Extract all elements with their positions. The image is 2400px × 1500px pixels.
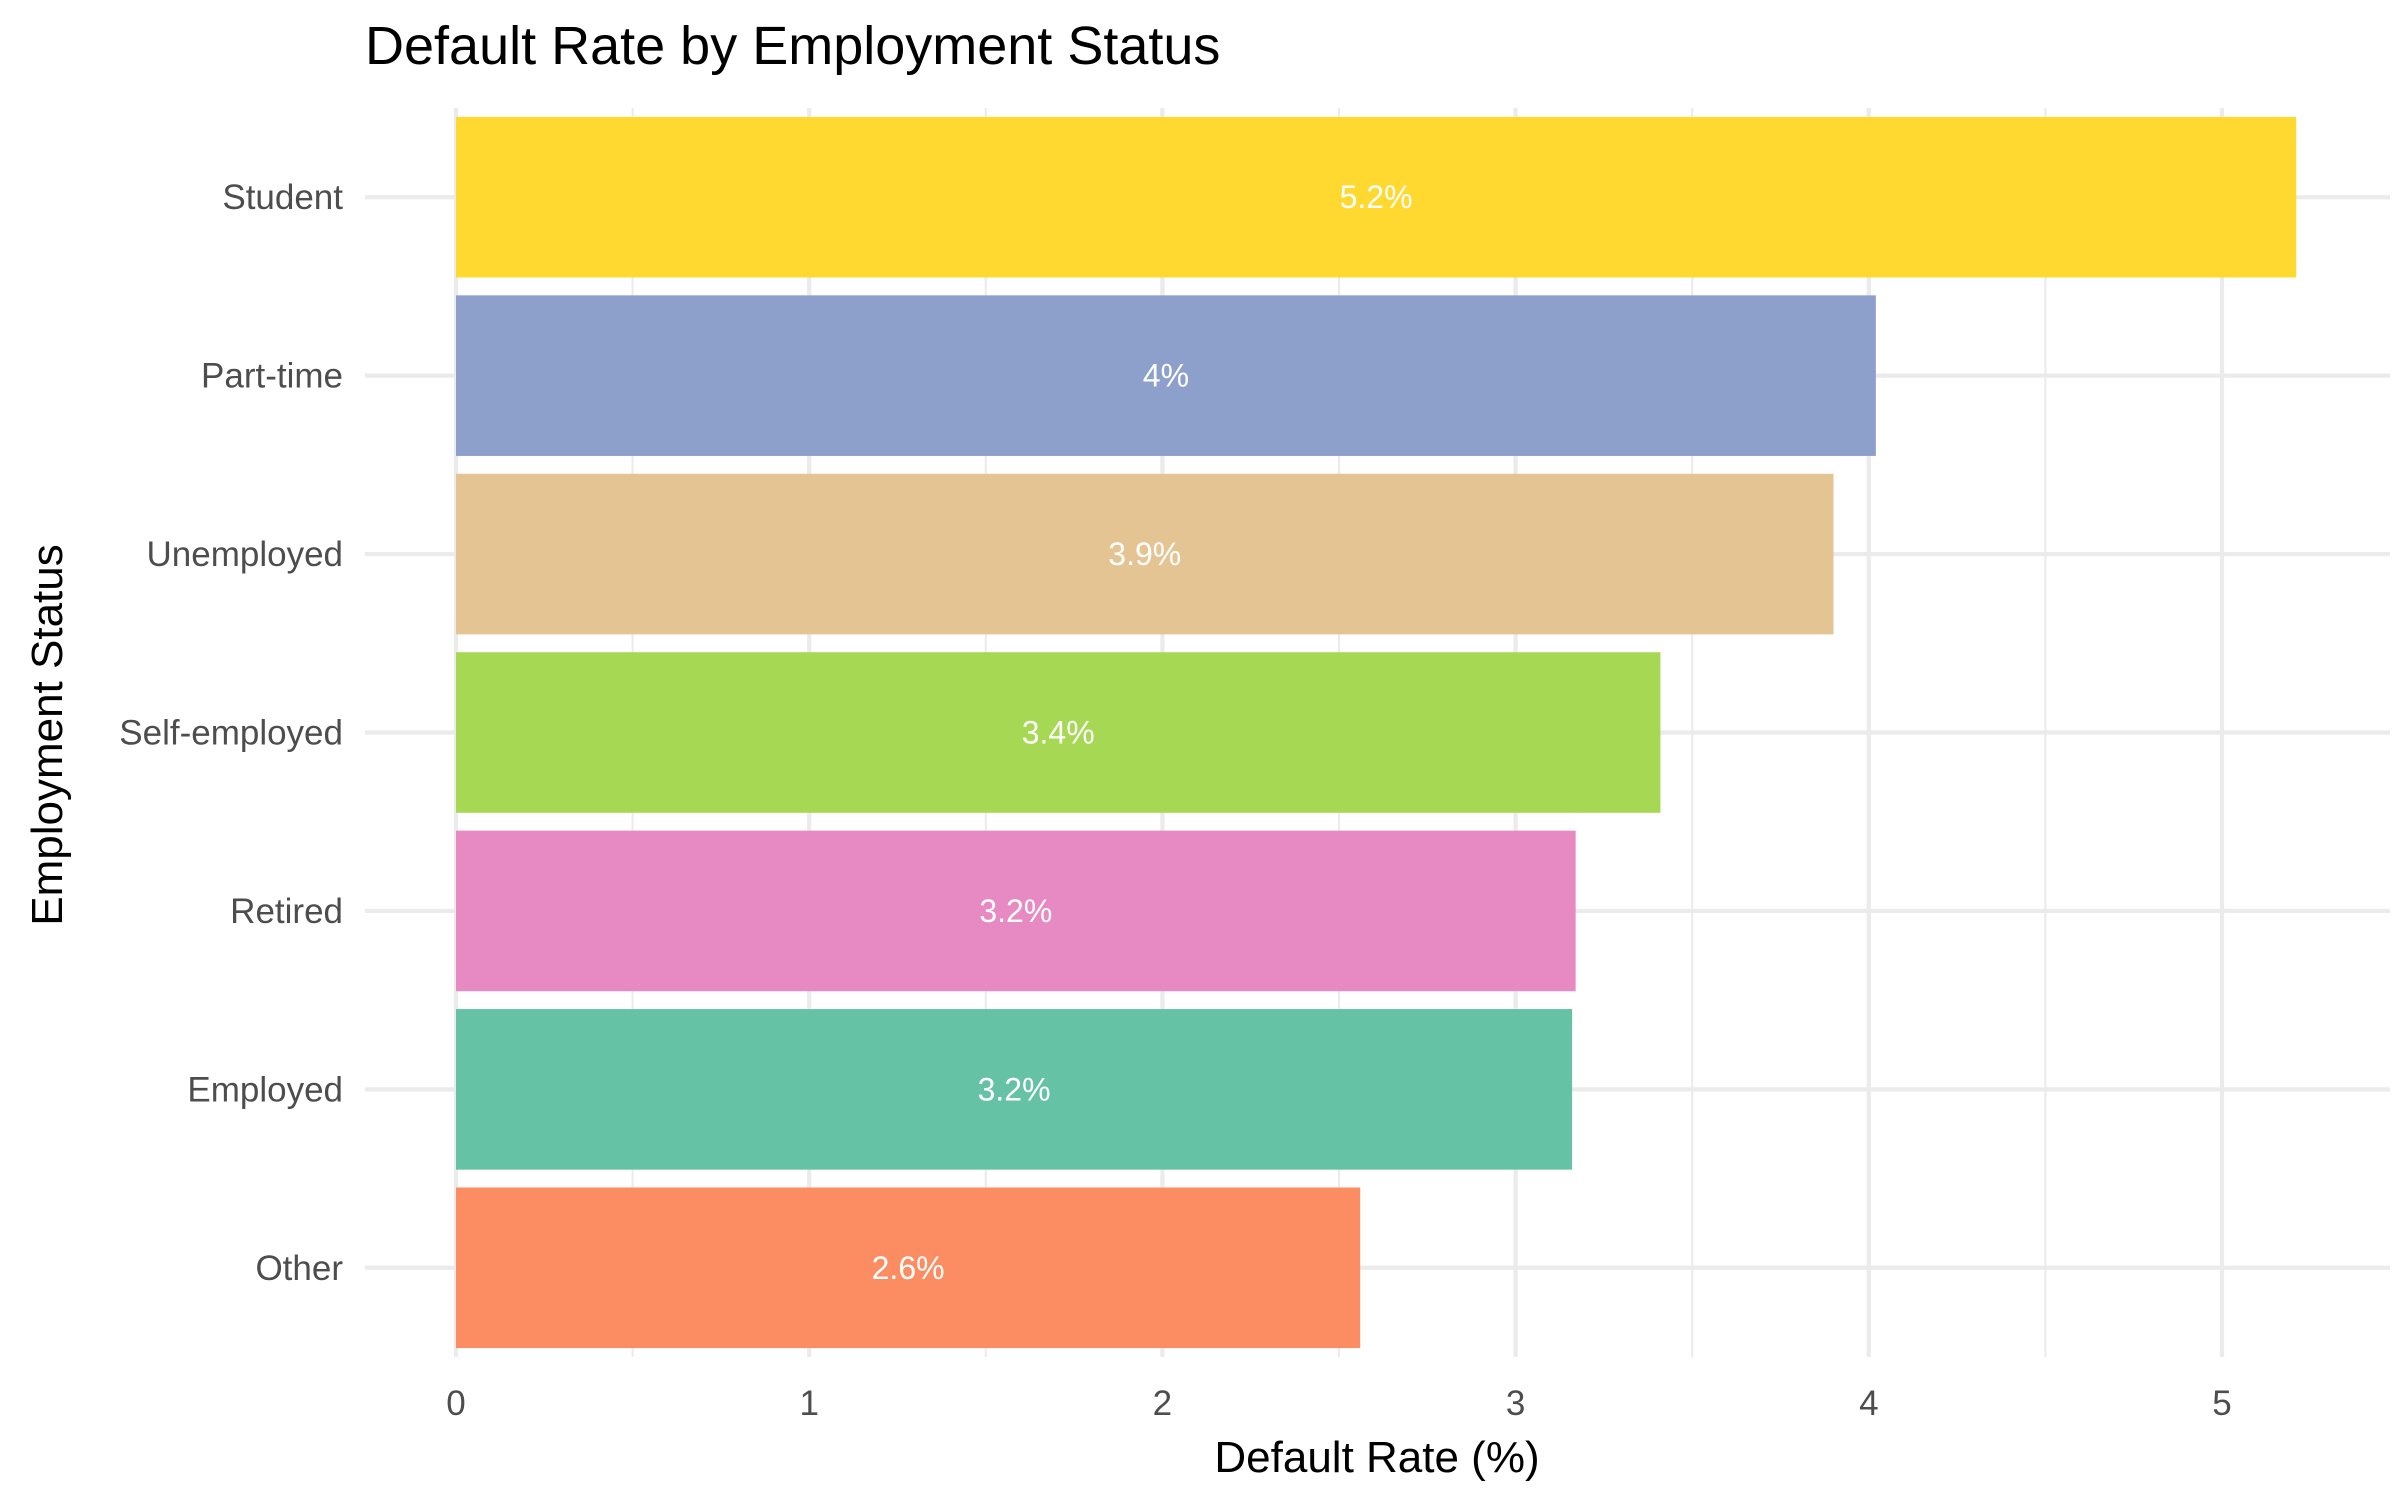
bar-value-label-student: 5.2% bbox=[1340, 179, 1413, 215]
x-axis-title: Default Rate (%) bbox=[1214, 1433, 1539, 1482]
bar-other bbox=[456, 1187, 1361, 1349]
bar-value-label-employed: 3.2% bbox=[978, 1071, 1051, 1107]
bar-part-time bbox=[456, 295, 1876, 456]
bar-student bbox=[456, 116, 2297, 278]
bars bbox=[456, 116, 2297, 1349]
y-tick-label-retired: Retired bbox=[230, 892, 343, 931]
x-axis-tick-labels: 0 1 2 3 4 5 bbox=[446, 1384, 2231, 1423]
y-tick-label-unemployed: Unemployed bbox=[147, 535, 344, 574]
bar-value-label-retired: 3.2% bbox=[979, 893, 1052, 929]
x-tick-label-4: 4 bbox=[1859, 1384, 1878, 1423]
x-tick-label-0: 0 bbox=[446, 1384, 465, 1423]
x-tick-label-3: 3 bbox=[1506, 1384, 1525, 1423]
bar-retired bbox=[456, 830, 1576, 992]
bar-value-label-self-employed: 3.4% bbox=[1022, 715, 1095, 751]
x-tick-label-2: 2 bbox=[1153, 1384, 1172, 1423]
x-tick-label-5: 5 bbox=[2212, 1384, 2231, 1423]
bar-value-label-part-time: 4% bbox=[1143, 358, 1189, 394]
y-tick-label-other: Other bbox=[255, 1249, 343, 1288]
bar-value-label-unemployed: 3.9% bbox=[1108, 536, 1181, 572]
y-tick-label-part-time: Part-time bbox=[201, 357, 343, 396]
y-tick-label-student: Student bbox=[222, 178, 343, 217]
chart-title: Default Rate by Employment Status bbox=[365, 16, 1220, 76]
bar-value-label-other: 2.6% bbox=[872, 1250, 945, 1286]
y-tick-label-employed: Employed bbox=[187, 1070, 343, 1109]
y-axis-title: Employment Status bbox=[23, 544, 72, 926]
bar-unemployed bbox=[456, 473, 1834, 635]
x-tick-label-1: 1 bbox=[799, 1384, 818, 1423]
bar-self-employed bbox=[456, 652, 1661, 813]
bar-labels: 5.2% 4% 3.9% 3.4% 3.2% 3.2% 2.6% bbox=[872, 179, 1413, 1286]
y-tick-label-self-employed: Self-employed bbox=[119, 714, 343, 753]
y-axis-tick-labels: Student Part-time Unemployed Self-employed R… bbox=[119, 178, 343, 1288]
bar-employed bbox=[456, 1009, 1573, 1170]
